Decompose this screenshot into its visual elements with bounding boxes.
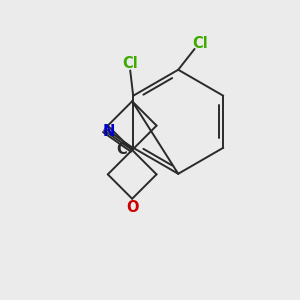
Text: Cl: Cl [122, 56, 138, 70]
Text: N: N [102, 124, 115, 139]
Text: C: C [116, 142, 127, 157]
Text: Cl: Cl [193, 35, 208, 50]
Text: O: O [126, 200, 138, 214]
